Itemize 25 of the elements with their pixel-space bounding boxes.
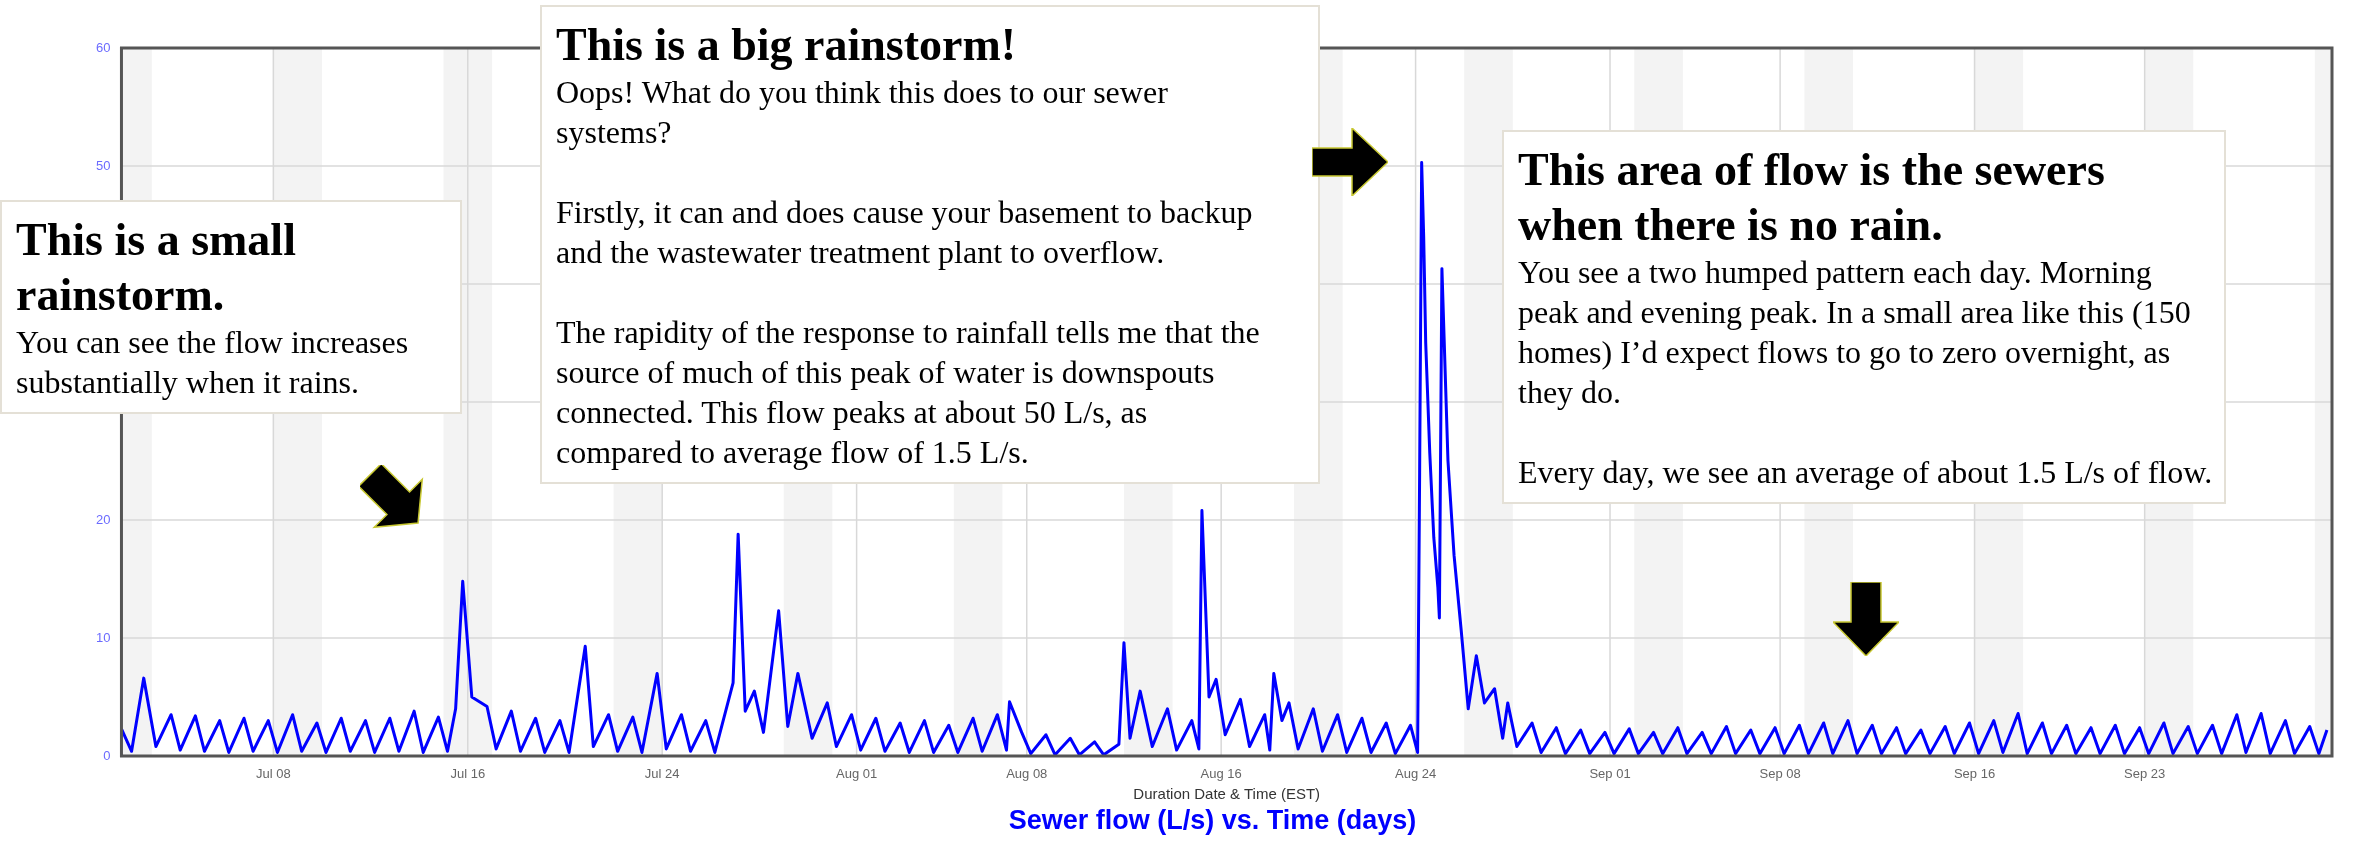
x-tick-label: Sep 23	[2124, 766, 2166, 782]
x-tick-label: Sep 08	[1759, 766, 1801, 782]
x-tick-label: Jul 16	[450, 766, 486, 782]
note-box: This area of flow is the sewers when there is no rain. You see a two humped pattern each day. Morning peak and evening peak. In a small area like this (150 homes) I’d expect flows to go to zero overnight, as they do. Every day, we see an average of about 1.5 L/s of flow.	[1502, 130, 2226, 505]
x-tick-label: Sep 16	[1953, 766, 1996, 782]
x-tick-label: Aug 16	[1200, 766, 1242, 782]
y-tick-label: 0	[103, 747, 111, 763]
annotation: You can see the flow increases substantially when it rains.	[16, 323, 410, 403]
x-tick-label: Sep 01	[1589, 766, 1631, 782]
y-tick-label: 50	[95, 157, 111, 173]
annotation: This is a big rainstorm!	[556, 18, 1018, 72]
x-tick-label: Aug 01	[836, 766, 878, 782]
x-tick-label: Jul 08	[256, 766, 291, 782]
x-tick-label: Aug 24	[1394, 766, 1437, 782]
annotation: This is a small rainstorm.	[16, 213, 297, 323]
note-box: This is a big rainstorm! Oops! What do you think this does to our sewer systems? Firstly, it can and does cause your basement to backup and the wastewater treatment plant to overflow. The rapidity of the response to rainfall tells me that the source of much of this peak of water is downspouts connected. This flow peaks at about 50 L/s, as compared to average flow of 1.5 L/s.	[540, 5, 1320, 485]
y-tick-label: 60	[95, 39, 111, 55]
x-axis-title: Duration Date & Time (EST)	[1133, 784, 1321, 802]
y-tick-label: 20	[95, 511, 111, 527]
y-tick-label: 10	[95, 629, 111, 645]
annotation: This area of flow is the sewers when there is no rain.	[1518, 143, 2106, 253]
note-box: This is a small rainstorm. You can see the flow increases substantially when it rains.	[0, 200, 462, 415]
x-tick-label: Jul 24	[644, 766, 680, 782]
text: Sewer flow (L/s) vs. Time (days)	[1008, 805, 1417, 836]
x-tick-label: Aug 08	[1006, 766, 1048, 782]
